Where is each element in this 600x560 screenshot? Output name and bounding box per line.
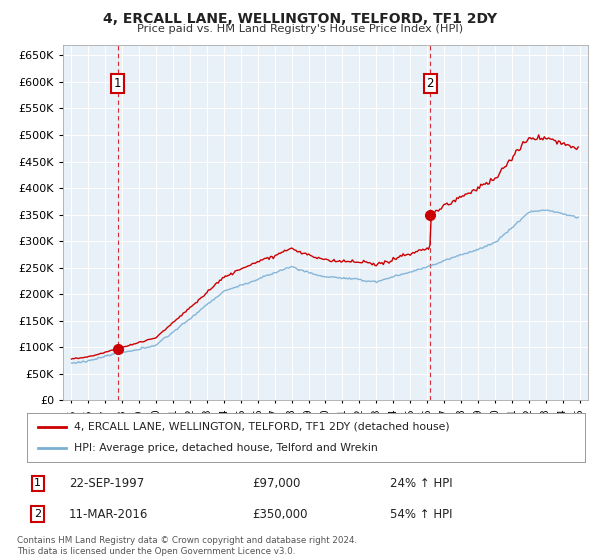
Text: HPI: Average price, detached house, Telford and Wrekin: HPI: Average price, detached house, Telf…: [74, 443, 378, 453]
Text: 11-MAR-2016: 11-MAR-2016: [69, 507, 148, 521]
Text: 2: 2: [427, 77, 434, 90]
Text: 4, ERCALL LANE, WELLINGTON, TELFORD, TF1 2DY (detached house): 4, ERCALL LANE, WELLINGTON, TELFORD, TF1…: [74, 422, 450, 432]
Text: 22-SEP-1997: 22-SEP-1997: [69, 477, 144, 490]
Text: 1: 1: [114, 77, 121, 90]
Text: 1: 1: [34, 478, 41, 488]
Text: £350,000: £350,000: [252, 507, 308, 521]
Text: Contains HM Land Registry data © Crown copyright and database right 2024.
This d: Contains HM Land Registry data © Crown c…: [17, 536, 357, 556]
Text: £97,000: £97,000: [252, 477, 301, 490]
Text: Price paid vs. HM Land Registry's House Price Index (HPI): Price paid vs. HM Land Registry's House …: [137, 24, 463, 34]
Text: 2: 2: [34, 509, 41, 519]
Text: 4, ERCALL LANE, WELLINGTON, TELFORD, TF1 2DY: 4, ERCALL LANE, WELLINGTON, TELFORD, TF1…: [103, 12, 497, 26]
Text: 54% ↑ HPI: 54% ↑ HPI: [390, 507, 452, 521]
Text: 24% ↑ HPI: 24% ↑ HPI: [390, 477, 452, 490]
